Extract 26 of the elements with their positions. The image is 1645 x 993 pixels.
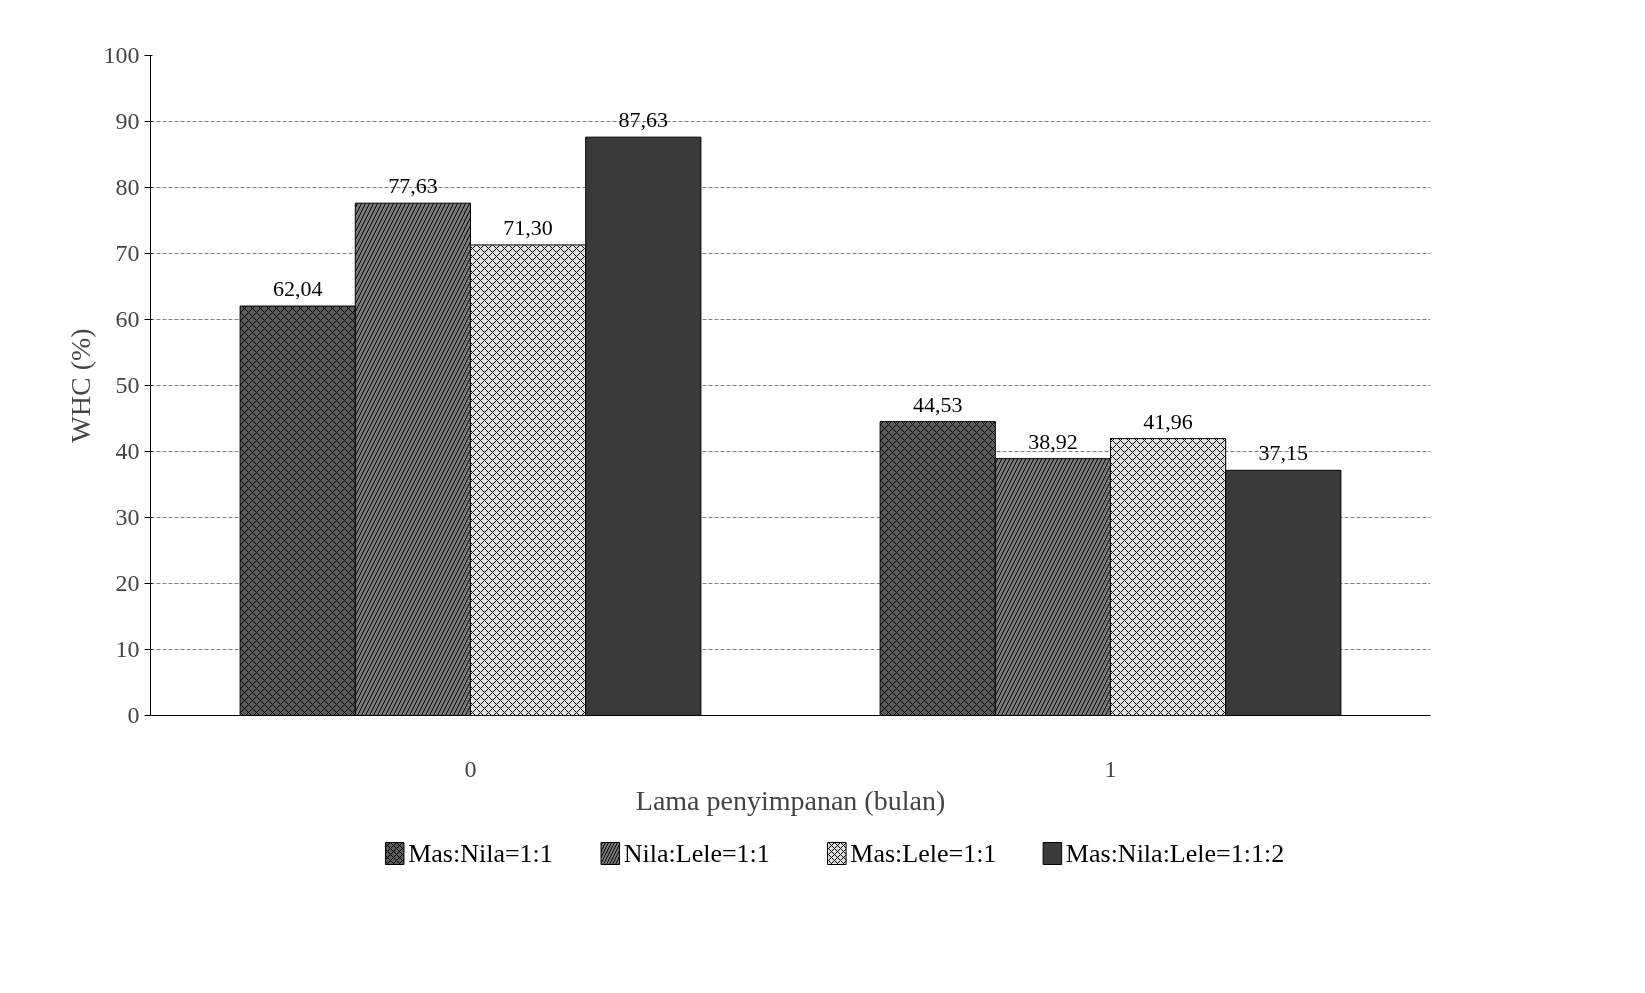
legend-label: Nila:Lele=1:1 xyxy=(623,839,770,868)
y-tick-label: 60 xyxy=(115,306,140,332)
y-tick-label: 30 xyxy=(115,504,140,530)
y-axis-title: WHC (%) xyxy=(64,328,96,443)
y-tick-label: 50 xyxy=(115,372,140,398)
y-tick-label: 20 xyxy=(115,570,140,596)
y-tick-label: 10 xyxy=(115,636,140,662)
x-axis-title: Lama penyimpanan (bulan) xyxy=(635,784,946,816)
data-label: 77,63 xyxy=(388,173,438,199)
data-label: 38,92 xyxy=(1028,428,1078,454)
legend-label: Mas:Lele=1:1 xyxy=(850,839,997,868)
data-label: 37,15 xyxy=(1258,440,1309,466)
legend-label: Mas:Nila=1:1 xyxy=(408,839,553,868)
data-label: 87,63 xyxy=(618,107,669,133)
y-tick-label: 40 xyxy=(115,438,140,464)
legend-label: Mas:Nila:Lele=1:1:2 xyxy=(1065,839,1285,868)
data-label: 62,04 xyxy=(272,276,323,302)
y-tick-label: 0 xyxy=(127,702,140,728)
y-tick-label: 70 xyxy=(115,240,140,266)
y-tick-label: 80 xyxy=(115,174,140,200)
x-tick-label: 1 xyxy=(1104,755,1117,782)
y-tick-label: 90 xyxy=(115,108,140,134)
data-label: 71,30 xyxy=(503,214,553,240)
data-label: 41,96 xyxy=(1143,408,1193,434)
data-label: 44,53 xyxy=(912,391,963,417)
y-tick-label: 100 xyxy=(103,42,140,68)
